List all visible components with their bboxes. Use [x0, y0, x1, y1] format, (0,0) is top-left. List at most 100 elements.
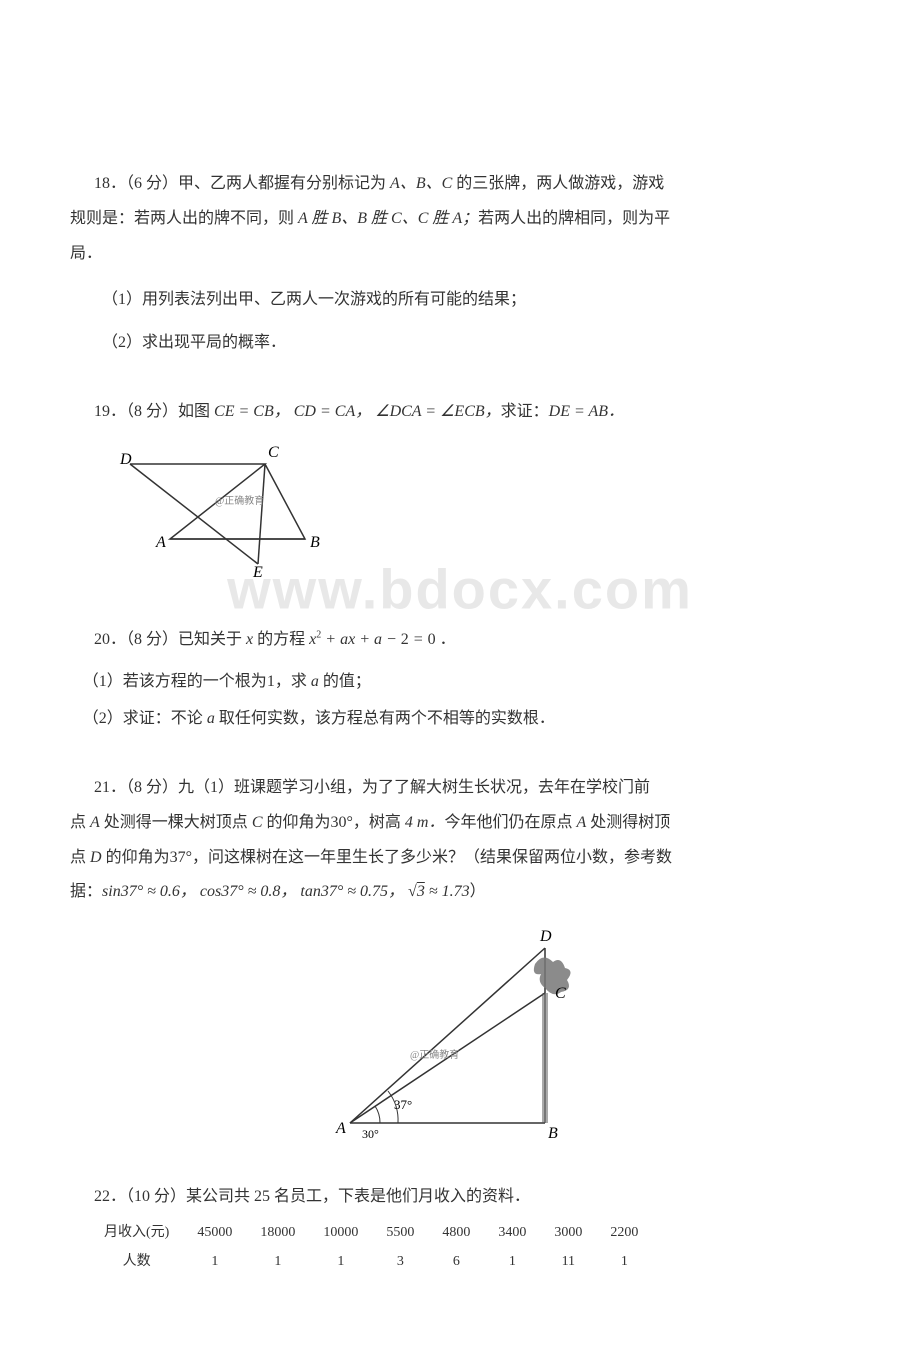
p21-l4a: 据：	[70, 883, 102, 900]
p21-l2a: 点	[70, 814, 86, 831]
p20-q1c: 的值；	[323, 673, 371, 690]
p19-stem-a: 如图	[178, 403, 210, 420]
problem-21: 21．（8 分）九（1）班课题学习小组，为了了解大树生长状况，去年在学校门前 点…	[70, 774, 850, 1143]
problem-19: 19．（8 分）如图 CE = CB， CD = CA， ∠DCA = ∠ECB…	[70, 398, 850, 590]
p21-l3c: 问这棵树在这一年里生长了多少米？（结果保留两位小数，参考数	[208, 849, 672, 866]
p19-line-ec	[258, 464, 265, 564]
p20-q1: （1）若该方程的一个根为1，求 a 的值；	[70, 668, 850, 697]
p19-eq1: CE = CB，	[214, 403, 290, 420]
p18-stem-l3: 局．	[70, 240, 850, 269]
p19-label-e: E	[252, 564, 263, 579]
p20-q1a: （1）若该方程的一个根为	[83, 673, 267, 690]
p21-figure: A B C D 30° 37° @正确教育	[70, 923, 850, 1143]
problem-20: 20．（8 分）已知关于 x 的方程 x2 + ax + a − 2 = 0 ．…	[70, 626, 850, 734]
p22-row-counts: 人数 1 1 1 3 6 1 11 1	[90, 1247, 652, 1276]
p22-stem-a: 某公司共	[186, 1188, 250, 1205]
p22-count-5: 1	[484, 1247, 540, 1276]
p19-number: 19．	[94, 403, 126, 420]
p21-appr2: cos37° ≈ 0.8，	[200, 883, 297, 900]
p22-income-2: 10000	[309, 1218, 372, 1247]
p22-income-0: 45000	[183, 1218, 246, 1247]
p20-q1b: 求	[291, 673, 307, 690]
p21-appr4: √3 ≈ 1.73	[408, 883, 470, 900]
p21-ang30: 30°，	[331, 814, 369, 831]
p19-eq4: DE = AB．	[549, 403, 624, 420]
p22-table: 月收入(元) 45000 18000 10000 5500 4800 3400 …	[90, 1218, 652, 1276]
p20-points: （8 分）	[126, 631, 178, 648]
p21-ptc: C	[252, 814, 263, 831]
p18-stem-l2a: 规则是：若两人出的牌不同，则	[70, 210, 294, 227]
p21-label-d: D	[539, 928, 552, 945]
page-content: 18．（6 分）甲、乙两人都握有分别标记为 A、B、C 的三张牌，两人做游戏，游…	[70, 170, 850, 1276]
p18-stem-l1: 甲、乙两人都握有分别标记为	[178, 175, 386, 192]
p21-label-30: 30°	[362, 1127, 379, 1141]
p18-cards: A、B、C	[390, 175, 452, 192]
p21-stem-l4: 据：sin37° ≈ 0.6， cos37° ≈ 0.8， tan37° ≈ 0…	[70, 878, 850, 907]
p22-points: （10 分）	[126, 1188, 186, 1205]
p22-income-6: 3000	[540, 1218, 596, 1247]
p20-q1val: 1，	[267, 673, 291, 690]
p22-count-4: 6	[428, 1247, 484, 1276]
p20-varx: x	[246, 631, 253, 648]
p20-stem-a: 已知关于	[178, 631, 242, 648]
p19-wm: @正确教育	[215, 494, 264, 507]
p20-q2a: （2）求证：不论	[83, 710, 203, 727]
p21-l4b: ）	[470, 883, 486, 900]
p22-stem-b: 名员工，下表是他们月收入的资料．	[274, 1188, 530, 1205]
p21-points: （8 分）	[126, 779, 178, 796]
p21-h4m: 4 m．	[405, 814, 445, 831]
p20-equation: x2 + ax + a − 2 = 0	[309, 631, 435, 648]
p21-label-a: A	[335, 1120, 346, 1137]
p19-eq2: CD = CA，	[294, 403, 371, 420]
p21-l3a: 点	[70, 849, 86, 866]
p21-label-b: B	[548, 1125, 558, 1142]
p20-period: ．	[440, 631, 456, 648]
p19-eq3: ∠DCA = ∠ECB，	[375, 403, 500, 420]
p21-arc30	[375, 1106, 380, 1123]
p20-q2var: a	[207, 710, 215, 727]
p21-appr3: tan37° ≈ 0.75，	[300, 883, 404, 900]
p18-rule: A 胜 B、B 胜 C、C 胜 A；	[298, 210, 478, 227]
p21-l1a: 九（1）班课题学习小组，为了了解大树生长状况，去年在学校门前	[178, 779, 650, 796]
p21-l3b: 的仰角为	[106, 849, 170, 866]
p18-number: 18．	[94, 175, 126, 192]
p20-q2b: 取任何实数，该方程总有两个不相等的实数根．	[219, 710, 555, 727]
p22-count-3: 3	[372, 1247, 428, 1276]
p21-pta2: A	[577, 814, 587, 831]
p19-stem: 19．（8 分）如图 CE = CB， CD = CA， ∠DCA = ∠ECB…	[70, 398, 850, 427]
p22-count: 25	[254, 1188, 270, 1205]
p20-number: 20．	[94, 631, 126, 648]
p21-label-c: C	[555, 985, 566, 1002]
p19-line-de	[130, 464, 258, 564]
p22-count-1: 1	[246, 1247, 309, 1276]
p19-figure: D C A B E @正确教育	[110, 439, 850, 590]
p21-l2d: 树高	[369, 814, 401, 831]
problem-22: 22．（10 分）某公司共 25 名员工，下表是他们月收入的资料． 月收入(元)…	[70, 1183, 850, 1276]
p22-stem: 22．（10 分）某公司共 25 名员工，下表是他们月收入的资料．	[70, 1183, 850, 1212]
p18-points: （6 分）	[126, 175, 178, 192]
p21-stem-l1: 21．（8 分）九（1）班课题学习小组，为了了解大树生长状况，去年在学校门前	[70, 774, 850, 803]
p21-stem-l2: 点 A 处测得一棵大树顶点 C 的仰角为30°，树高 4 m．今年他们仍在原点 …	[70, 809, 850, 838]
p19-label-a: A	[155, 534, 166, 551]
p22-count-7: 1	[596, 1247, 652, 1276]
p18-q1: （1）用列表法列出甲、乙两人一次游戏的所有可能的结果；	[70, 286, 850, 315]
p18-stem: 18．（6 分）甲、乙两人都握有分别标记为 A、B、C 的三张牌，两人做游戏，游…	[70, 170, 850, 199]
p19-svg: D C A B E @正确教育	[110, 439, 340, 579]
p22-count-6: 11	[540, 1247, 596, 1276]
p20-stem: 20．（8 分）已知关于 x 的方程 x2 + ax + a − 2 = 0 ．	[70, 626, 850, 655]
p20-q2: （2）求证：不论 a 取任何实数，该方程总有两个不相等的实数根．	[70, 705, 850, 734]
p21-pta: A	[90, 814, 100, 831]
p22-count-0: 1	[183, 1247, 246, 1276]
p18-stem-l2b: 若两人出的牌相同，则为平	[478, 210, 670, 227]
p21-label-37: 37°	[394, 1097, 412, 1112]
p18-stem-l2: 规则是：若两人出的牌不同，则 A 胜 B、B 胜 C、C 胜 A；若两人出的牌相…	[70, 205, 850, 234]
p22-label-count: 人数	[90, 1247, 183, 1276]
p21-appr1: sin37° ≈ 0.6，	[102, 883, 196, 900]
p21-l2c: 的仰角为	[266, 814, 330, 831]
p21-line-ad	[350, 948, 545, 1123]
p18-stem-l1b: 的三张牌，两人做游戏，游戏	[456, 175, 664, 192]
p18-q2: （2）求出现平局的概率．	[70, 329, 850, 358]
p19-label-b: B	[310, 534, 320, 551]
p19-label-c: C	[268, 444, 279, 461]
p22-income-4: 4800	[428, 1218, 484, 1247]
